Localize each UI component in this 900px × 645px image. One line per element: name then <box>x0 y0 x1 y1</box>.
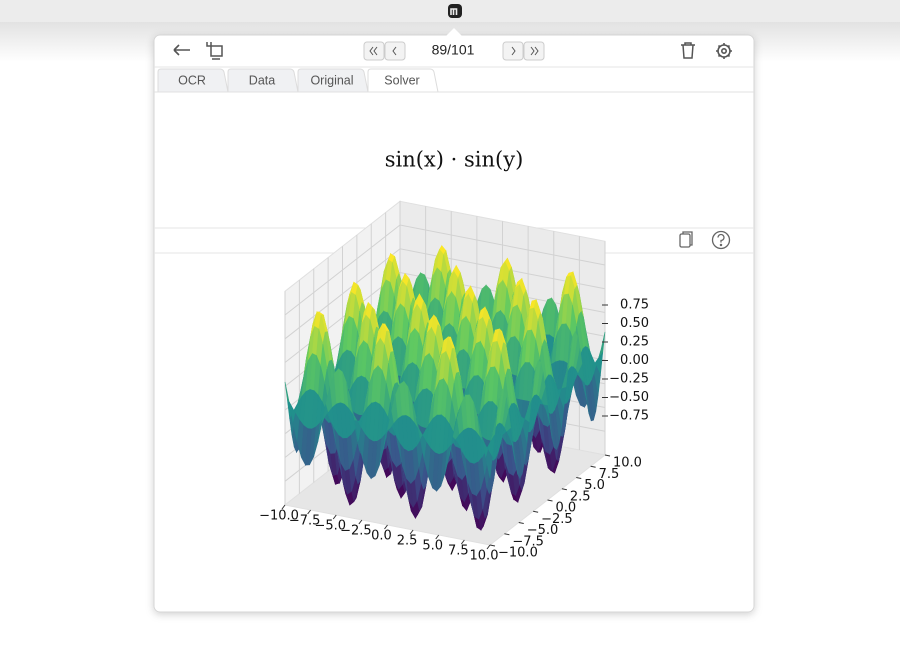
tick-mark <box>518 522 524 524</box>
y-tick-label: −10.0 <box>498 546 538 561</box>
tick-mark <box>590 465 596 468</box>
y-tick-label: 10.0 <box>613 456 642 471</box>
tick-mark <box>307 509 312 515</box>
back-button[interactable] <box>173 44 190 56</box>
x-tick-label: −7.5 <box>289 514 321 529</box>
last-button[interactable] <box>523 41 545 61</box>
tick-mark <box>358 519 363 525</box>
tick-mark <box>604 454 611 457</box>
y-tick-label: 7.5 <box>599 467 620 482</box>
tick-mark <box>332 514 337 520</box>
tick-mark <box>576 477 582 479</box>
tab-label: OCR <box>178 73 206 87</box>
tab-bar: OCR Data Original Solver <box>157 68 439 93</box>
tick-mark <box>504 533 510 536</box>
tab-label: Original <box>310 73 353 87</box>
tick-mark <box>384 524 388 530</box>
tab-shape <box>297 68 369 93</box>
tab[interactable]: OCR <box>157 68 229 93</box>
tab[interactable]: Solver <box>367 68 439 93</box>
tick-mark <box>460 539 465 545</box>
tab-label: Data <box>249 73 275 87</box>
pane-grid <box>284 248 606 340</box>
x-tick-label: 7.5 <box>448 544 469 559</box>
surface <box>284 244 606 532</box>
tick-mark <box>489 544 496 547</box>
page-counter: 89/101 <box>432 42 475 58</box>
next-button[interactable] <box>502 41 524 61</box>
tick-mark <box>486 544 491 550</box>
tick-mark <box>435 534 440 540</box>
surface-plot: −10.0−7.5−5.0−2.5 0.0 2.5 5.0 7.5 10.0 −10.0−7… <box>259 200 649 564</box>
x-tick-label: 0.0 <box>371 529 392 544</box>
prev-button[interactable] <box>384 41 406 61</box>
z-tick-label: 0.25 <box>620 335 649 350</box>
y-tick-label: −7.5 <box>512 534 544 549</box>
z-tick-label: −0.75 <box>609 409 649 424</box>
popover-arrow <box>446 28 462 36</box>
y-tick-label: 0.0 <box>556 501 577 516</box>
tab-shape <box>227 68 299 93</box>
y-tick-label: 5.0 <box>584 478 605 493</box>
formula: sin(x) · sin(y) <box>385 148 524 172</box>
tab-shape <box>367 68 439 93</box>
tick-mark <box>533 510 539 513</box>
x-tick-label: −2.5 <box>340 524 372 539</box>
z-tick-label: 0.75 <box>620 298 649 313</box>
z-tick-label: 0.50 <box>620 316 649 331</box>
pane-grid <box>284 224 606 316</box>
tab[interactable]: Data <box>227 68 299 93</box>
tick-mark <box>281 504 286 510</box>
x-tick-label: −10.0 <box>259 509 299 524</box>
tab-shape <box>157 68 229 93</box>
y-tick-label: 2.5 <box>570 489 591 504</box>
settings-button[interactable] <box>716 43 732 59</box>
tick-mark <box>547 499 553 502</box>
copy-button[interactable] <box>679 231 693 248</box>
tick-mark <box>561 488 567 491</box>
delete-button[interactable] <box>681 42 695 59</box>
screenshot-button[interactable] <box>206 42 223 60</box>
x-tick-label: 5.0 <box>422 539 443 554</box>
app-icon[interactable] <box>448 4 462 18</box>
z-tick-label: 0.00 <box>620 353 649 368</box>
first-button[interactable] <box>363 41 385 61</box>
surface-patch <box>485 449 493 479</box>
x-tick-label: 10.0 <box>470 549 499 564</box>
y-tick-label: −2.5 <box>541 512 573 527</box>
x-tick-label: −5.0 <box>314 519 346 534</box>
help-button[interactable] <box>711 230 731 250</box>
x-tick-label: 2.5 <box>397 534 418 549</box>
z-tick-label: −0.50 <box>609 390 649 405</box>
tab[interactable]: Original <box>297 68 369 93</box>
y-tick-label: −5.0 <box>527 523 559 538</box>
tab-label: Solver <box>384 73 419 87</box>
tick-mark <box>409 529 414 535</box>
z-tick-label: −0.25 <box>609 372 649 387</box>
